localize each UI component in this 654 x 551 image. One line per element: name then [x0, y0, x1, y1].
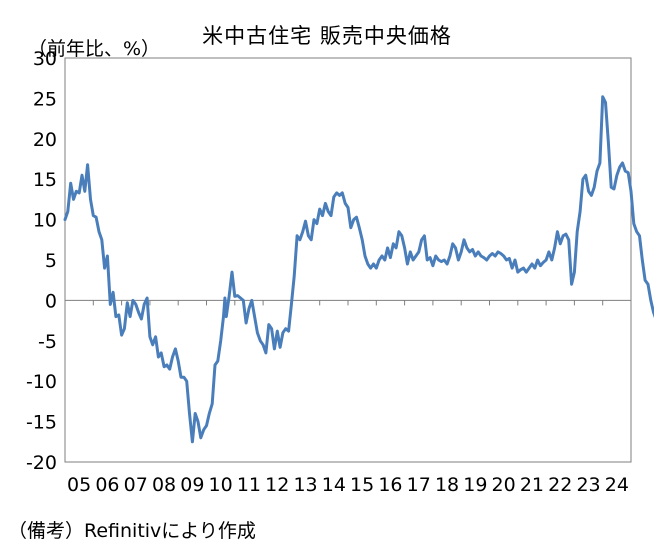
y-tick-label: -15 [26, 412, 57, 434]
y-tick-label: 15 [33, 169, 57, 191]
x-tick-label: 10 [209, 474, 233, 496]
chart-title: 米中古住宅 販売中央価格 [202, 24, 452, 48]
x-tick-label: 20 [492, 474, 516, 496]
y-tick-label: -20 [26, 452, 57, 474]
x-tick-label: 22 [548, 474, 572, 496]
y-axis-label: （前年比、%） [28, 38, 161, 60]
x-tick-label: 24 [605, 474, 629, 496]
x-tick-label: 21 [520, 474, 544, 496]
y-tick-label: 10 [33, 210, 57, 232]
x-tick-label: 07 [124, 474, 148, 496]
series-line [63, 95, 654, 444]
x-tick-label: 16 [378, 474, 402, 496]
y-tick-label: 0 [45, 290, 57, 312]
x-tick-label: 23 [576, 474, 600, 496]
y-tick-label: 5 [45, 250, 57, 272]
y-tick-label: -5 [38, 331, 57, 353]
x-tick-label: 14 [322, 474, 346, 496]
y-tick-label: 20 [33, 129, 57, 151]
x-tick-label: 17 [407, 474, 431, 496]
x-tick-label: 06 [95, 474, 119, 496]
y-tick-label: 30 [33, 48, 57, 70]
x-tick-label: 19 [463, 474, 487, 496]
y-tick-label: -10 [26, 371, 57, 393]
x-tick-label: 13 [293, 474, 317, 496]
y-tick-label: 25 [33, 88, 57, 110]
x-tick-label: 08 [152, 474, 176, 496]
source-note: （備考）Refinitivにより作成 [8, 520, 256, 542]
x-tick-label: 09 [180, 474, 204, 496]
x-tick-label: 12 [265, 474, 289, 496]
x-tick-label: 11 [237, 474, 261, 496]
x-tick-label: 15 [350, 474, 374, 496]
x-tick-label: 18 [435, 474, 459, 496]
x-tick-label: 05 [67, 474, 91, 496]
